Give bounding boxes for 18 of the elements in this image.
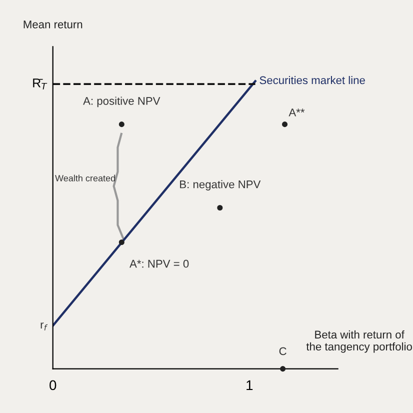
annotation: C (279, 347, 286, 356)
annotation: Wealth created (55, 174, 115, 182)
point (282, 122, 288, 128)
annotation: A** (288, 108, 305, 116)
x-axis-title: Beta with return of the tangency portfolio (306, 330, 412, 353)
point (280, 366, 286, 372)
point (217, 204, 223, 211)
point (118, 122, 124, 128)
x-tick-label: 0 (50, 380, 56, 390)
series-label: Securities market line (260, 76, 365, 84)
ref-line-label: R̄$_{T}$ (33, 78, 48, 90)
annotation: B: negative NPV (180, 180, 261, 190)
point (118, 239, 124, 246)
annotation: A*: NPV = 0 (130, 260, 189, 268)
x-tick-label: 1 (246, 380, 253, 390)
annotation: A: positive NPV (83, 96, 160, 108)
annotation: r$_{f}$ (40, 322, 48, 330)
y-axis-title: Mean return (24, 20, 82, 28)
